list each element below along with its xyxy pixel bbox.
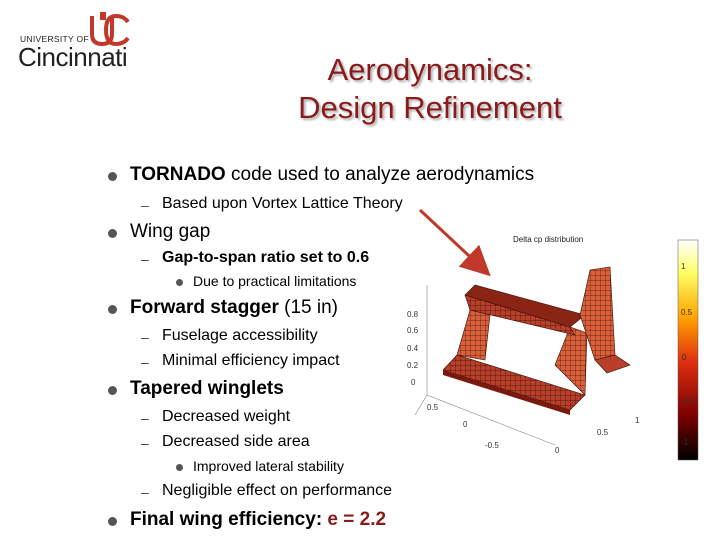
bullet-dot (108, 386, 117, 395)
dash-marker: – (141, 484, 149, 500)
colorbar-tick: 1 (681, 262, 686, 271)
z-tick: 0.8 (407, 310, 419, 319)
bullet-vortex: Based upon Vortex Lattice Theory (162, 195, 403, 212)
bullet-lateral: Improved lateral stability (193, 458, 344, 474)
plot-axes (414, 285, 556, 446)
colorbar-tick: 0.5 (681, 308, 693, 317)
bullet-weight: Decreased weight (162, 408, 291, 425)
bullet-final: Final wing efficiency: e = 2.2 (130, 509, 387, 530)
logo-line1: UNIVERSITY OF (20, 34, 89, 44)
bullet-winglets: Tapered winglets (130, 378, 284, 399)
y-tick: 0 (555, 446, 560, 455)
bullet-fuselage: Fuselage accessibility (162, 327, 318, 344)
dash-marker: – (141, 435, 149, 451)
tail-base (594, 354, 631, 374)
bullet-performance: Negligible effect on performance (162, 482, 393, 499)
y-tick: 1 (635, 416, 640, 425)
vertical-tail (579, 266, 616, 361)
z-tick: 0 (411, 378, 416, 387)
colorbar (677, 239, 699, 461)
left-winglet (456, 309, 491, 361)
slide-title-line1: Aerodynamics: (327, 52, 533, 87)
bullet-practical: Due to practical limitations (193, 273, 357, 289)
z-tick: 0.2 (407, 361, 419, 370)
x-tick: 0 (463, 420, 468, 429)
dash-marker: – (141, 354, 149, 370)
bullet-gap-ratio: Gap-to-span ratio set to 0.6 (162, 249, 370, 266)
lower-wing-edge (443, 370, 570, 415)
dash-marker: – (141, 197, 149, 213)
bullet-tornado: TORNADO code used to analyze aerodynamic… (130, 164, 535, 185)
bullet-dot (108, 172, 117, 181)
colorbar-tick: 0 (682, 353, 687, 362)
x-tick: 0.5 (427, 403, 439, 412)
university-logo: UNIVERSITY OF Cincinnati (18, 12, 148, 72)
right-winglet (554, 326, 588, 396)
bullet-dot (108, 229, 117, 238)
bullet-side-area: Decreased side area (162, 433, 310, 450)
bullet-dot (176, 279, 183, 286)
plot-canvas: 0.8 0.6 0.4 0.2 0 0.5 0 -0.5 1 0.5 0 1 0… (407, 239, 699, 461)
bullet-dot (108, 517, 117, 526)
uc-seal-icon (90, 12, 130, 47)
dash-marker: – (141, 251, 149, 267)
bullet-dot (176, 464, 183, 471)
plot-title: Delta cp distribution (513, 235, 584, 244)
bullet-efficiency: Minimal efficiency impact (162, 352, 340, 369)
colorbar-tick: -0.5 (681, 396, 695, 405)
delta-cp-plot: Delta cp distribution 0.8 0 (395, 215, 720, 475)
z-tick: 0.6 (407, 326, 419, 335)
x-tick: -0.5 (485, 441, 499, 450)
z-tick: 0.4 (407, 344, 419, 353)
logo-line2: Cincinnati (18, 42, 128, 72)
bullet-dot (108, 305, 117, 314)
slide-title-line2: Design Refinement (298, 90, 562, 125)
bullet-wing-gap: Wing gap (130, 221, 211, 242)
dash-marker: – (141, 410, 149, 426)
colorbar-tick: -1 (681, 438, 689, 447)
dash-marker: – (141, 329, 149, 345)
bullet-stagger: Forward stagger (15 in) (130, 297, 339, 318)
y-tick: 0.5 (597, 428, 609, 437)
